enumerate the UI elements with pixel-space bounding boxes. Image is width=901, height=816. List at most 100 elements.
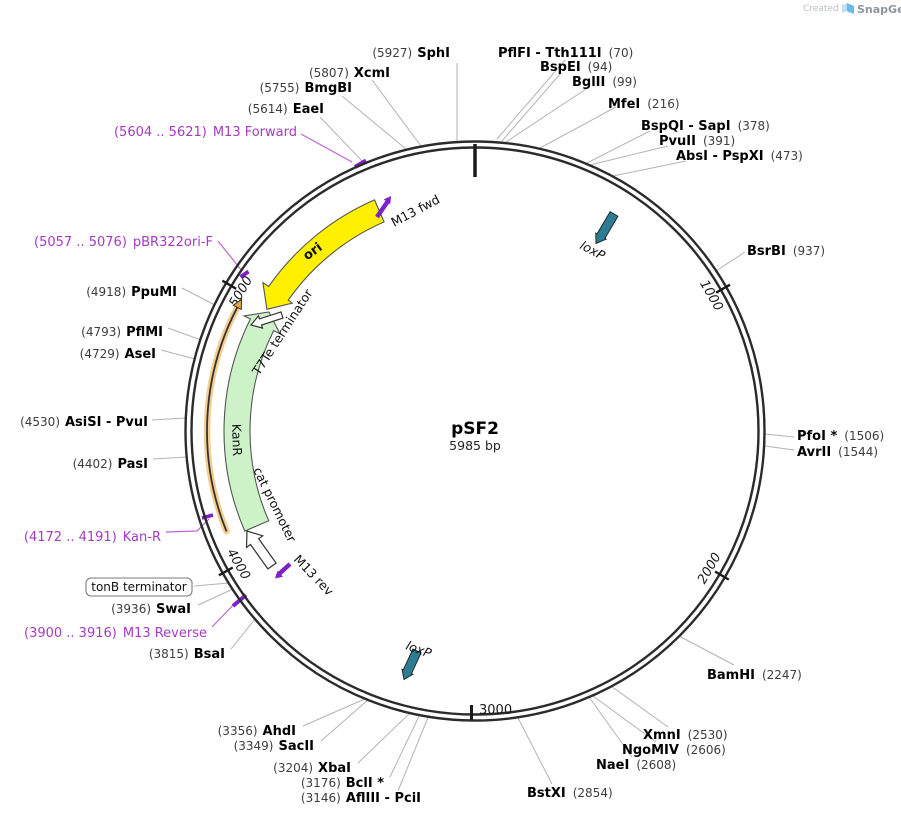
watermark: Created by SnapGene [803,3,901,16]
leader-line [612,160,687,177]
leader-line [586,130,651,164]
site-pflmi[interactable]: (4793) PflMI [81,325,163,340]
leader-line [496,59,566,140]
tonb-terminator-box[interactable] [85,577,193,597]
leader-line [389,713,421,778]
site-eaei[interactable]: (5614) EaeI [248,102,324,117]
site-xmni[interactable]: XmnI (2530) [643,728,728,743]
plasmid-name: pSF2 [451,419,499,439]
tick-label-1000: 1000 [696,278,726,314]
site-absi-pspxi[interactable]: AbsI - PspXI (473) [676,149,803,164]
m13-rev-arrowhead [275,570,283,579]
site-bspei[interactable]: BspEI (94) [540,60,612,75]
leader-line [501,73,561,142]
primer-m13-forward[interactable]: (5604 .. 5621) M13 Forward [114,125,297,140]
leader-line [588,696,633,758]
site-bcli[interactable]: (3176) BclI * [301,776,384,791]
leader-line [167,327,202,341]
kan-r-extension-arc[interactable] [206,306,239,532]
tick-1000 [715,283,731,294]
snapgene-logo-icon [842,3,854,14]
site-pflfi-tth111i[interactable]: PflFI - Tth111I (70) [498,46,633,61]
site-xcmi[interactable]: (5807) XcmI [309,66,390,81]
leader-line [151,417,187,421]
site-bspqi-sapi[interactable]: BspQI - SapI (378) [641,119,770,134]
leader-line-kan-r [165,518,210,533]
leader-line [197,588,234,606]
site-naei[interactable]: NaeI (2608) [596,758,676,773]
watermark-brand: SnapGene [857,3,901,16]
m13-fwd-arrowhead [383,196,391,205]
leader-line [516,715,553,785]
leader-line [152,456,188,460]
tick-label-3000: 3000 [479,703,512,718]
site-asei[interactable]: (4729) AseI [80,347,156,362]
outer-ring[interactable] [184,140,766,722]
primer-pbr322ori-f[interactable]: (5057 .. 5076) pBR322ori-F [34,235,213,250]
leader-line [320,698,370,742]
tick-2000 [714,570,730,581]
leader-line [539,106,617,149]
leader-line [610,685,669,728]
enzyme-site-labels: (5927) SphI (5807) XcmI (5755) BmgBI (5614)… [20,46,884,806]
tonb-terminator-label[interactable]: tonB terminator [91,580,187,594]
site-afliii-pcii[interactable]: (3146) AflIII - PciI [301,791,421,806]
leader-line [764,445,795,451]
primer-labels: (5604 .. 5621) M13 Forward (5057 .. 5076)… [24,125,297,641]
leader-line [592,695,657,743]
site-pvuii[interactable]: PvuII (391) [659,134,735,149]
primer-kan-r[interactable]: (4172 .. 4191) Kan-R [24,530,161,545]
site-bsai[interactable]: (3815) BsaI [149,647,225,662]
site-bmgbi[interactable]: (5755) BmgBI [260,81,352,96]
site-bstxi[interactable]: BstXI (2854) [527,786,613,801]
site-pfoi[interactable]: PfoI * (1506) [797,429,884,444]
leader-line [505,88,587,143]
t7te-terminator-arrow[interactable] [249,311,284,329]
plasmid-title: pSF2 5985 bp [449,419,501,453]
site-swai[interactable]: (3936) SwaI [111,602,191,617]
kan-r-extension-arrowhead [232,298,243,311]
site-pasi[interactable]: (4402) PasI [73,457,148,472]
m13-fwd-arrow[interactable] [375,199,390,219]
site-mfei[interactable]: MfeI (216) [608,97,680,112]
site-bglii[interactable]: BglII (99) [572,75,637,90]
loxp-top-arrow[interactable] [595,211,619,245]
kanr-feature-arrow[interactable] [223,311,282,532]
site-asisi-pvui[interactable]: (4530) AsiSI - PvuI [20,415,148,430]
tick-label-2000: 2000 [695,550,725,586]
leader-line [160,349,196,360]
leader-line [371,79,422,147]
site-ppumi[interactable]: (4918) PpuMI [86,285,177,300]
kanr-label[interactable]: KanR [229,424,245,457]
site-avrii[interactable]: AvrII (1544) [797,445,878,460]
site-sphi[interactable]: (5927) SphI [372,46,450,61]
leader-line [357,711,412,764]
leader-line-m13-forward [300,133,353,163]
site-sacii[interactable]: (3349) SacII [234,739,314,754]
leader-line [193,582,230,587]
leader-line [302,697,368,727]
cat-promoter-arrow[interactable] [245,530,277,570]
leader-lines [151,59,795,792]
ori-feature-arrow[interactable] [262,199,385,310]
leader-line [678,635,735,666]
site-bsrbi[interactable]: BsrBI (937) [747,244,825,259]
loxp-bottom-arrow[interactable] [401,648,422,681]
loxp-top-label[interactable]: loxP [578,237,608,263]
leader-line [319,116,364,163]
m13-rev-label[interactable]: M13 rev [291,552,337,599]
site-ngomiv[interactable]: NgoMIV (2606) [622,743,726,758]
leader-line [715,251,746,272]
site-xbai[interactable]: (3204) XbaI [273,761,351,776]
primer-m13-reverse[interactable]: (3900 .. 3916) M13 Reverse [24,626,207,641]
leader-line-pbr322ori-f [217,240,243,272]
leader-line [341,95,407,150]
leader-line [589,145,669,166]
site-ahdi[interactable]: (3356) AhdI [218,724,296,739]
leader-line [397,714,430,792]
m13-fwd-label[interactable]: M13 fwd [388,192,442,230]
site-bamhi[interactable]: BamHI (2247) [707,668,802,683]
m13-rev-arrow[interactable] [277,562,292,576]
pbr322ori-f-marker[interactable] [239,269,250,279]
